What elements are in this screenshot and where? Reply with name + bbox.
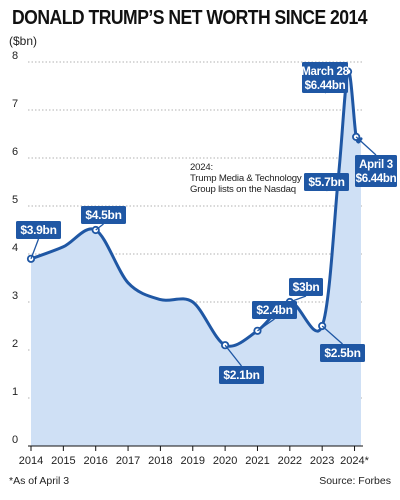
annotation-text-line: 2024: — [190, 162, 213, 173]
chart-title: DONALD TRUMP’S NET WORTH SINCE 2014 — [12, 7, 368, 29]
x-tick-label: 2022 — [278, 455, 302, 467]
y-tick-label: 6 — [12, 146, 18, 158]
data-label-5-7bn-box — [304, 173, 349, 191]
data-label-3-9bn-leader — [30, 238, 40, 260]
data-label-march-28-box — [302, 62, 348, 93]
annotation-text-line: Group lists on the Nasdaq — [190, 184, 296, 195]
data-label-3bn-leader — [289, 295, 307, 303]
x-tick-label: 2017 — [116, 455, 140, 467]
data-label-2-5bn: $2.5bn — [324, 346, 360, 360]
x-tick-label: 2015 — [51, 455, 75, 467]
data-label-2-4bn: $2.4bn — [256, 303, 292, 317]
annotation-text-line: Trump Media & Technology — [190, 173, 302, 184]
y-tick-label: 4 — [12, 242, 18, 254]
data-label-4-5bn-box — [81, 206, 126, 224]
data-label-march-28-line1: March 28 — [301, 66, 349, 78]
y-tick-label: 3 — [12, 290, 18, 302]
data-label-2-1bn-box — [219, 366, 264, 384]
y-axis-unit-label: ($bn) — [9, 34, 38, 48]
x-tick-label: 2021 — [245, 455, 269, 467]
x-tick-label: 2016 — [83, 455, 107, 467]
x-tick-label: 2019 — [181, 455, 205, 467]
x-tick-label: 2024* — [340, 455, 369, 467]
y-tick-label: 0 — [12, 434, 18, 446]
y-tick-label: 7 — [12, 98, 18, 110]
x-tick-label: 2020 — [213, 455, 237, 467]
data-label-2-1bn-leader — [224, 344, 243, 367]
footnote: *As of April 3 — [9, 475, 70, 487]
data-label-3bn-box — [289, 278, 323, 296]
data-label-april-3-box — [355, 155, 397, 187]
data-label-april-3-leader — [355, 136, 377, 156]
source-note: Source: Forbes — [319, 475, 391, 487]
data-label-3-9bn-box — [16, 221, 61, 239]
x-tick-label: 2023 — [310, 455, 334, 467]
data-label-march-28-line2: $6.44bn — [305, 80, 346, 92]
area-fill — [31, 71, 361, 446]
y-tick-label: 8 — [12, 50, 18, 62]
data-label-4-5bn-leader — [95, 223, 104, 231]
data-label-2-5bn-leader — [321, 325, 343, 345]
data-label-2-1bn: $2.1bn — [223, 368, 259, 382]
data-label-april-3-line1: April 3 — [359, 159, 393, 171]
y-tick-label: 1 — [12, 386, 18, 398]
data-label-3-9bn: $3.9bn — [20, 223, 56, 237]
data-label-april-3-line2: $6.44bn — [356, 173, 397, 185]
y-tick-label: 2 — [12, 338, 18, 350]
x-tick-label: 2018 — [148, 455, 172, 467]
data-label-2-4bn-leader — [257, 318, 275, 332]
x-tick-label: 2014 — [19, 455, 43, 467]
data-label-3bn: $3bn — [293, 280, 320, 294]
data-label-2-5bn-box — [320, 344, 365, 362]
data-label-4-5bn: $4.5bn — [85, 208, 121, 222]
data-label-2-4bn-box — [252, 301, 297, 319]
data-label-5-7bn: $5.7bn — [308, 175, 344, 189]
y-tick-label: 5 — [12, 194, 18, 206]
